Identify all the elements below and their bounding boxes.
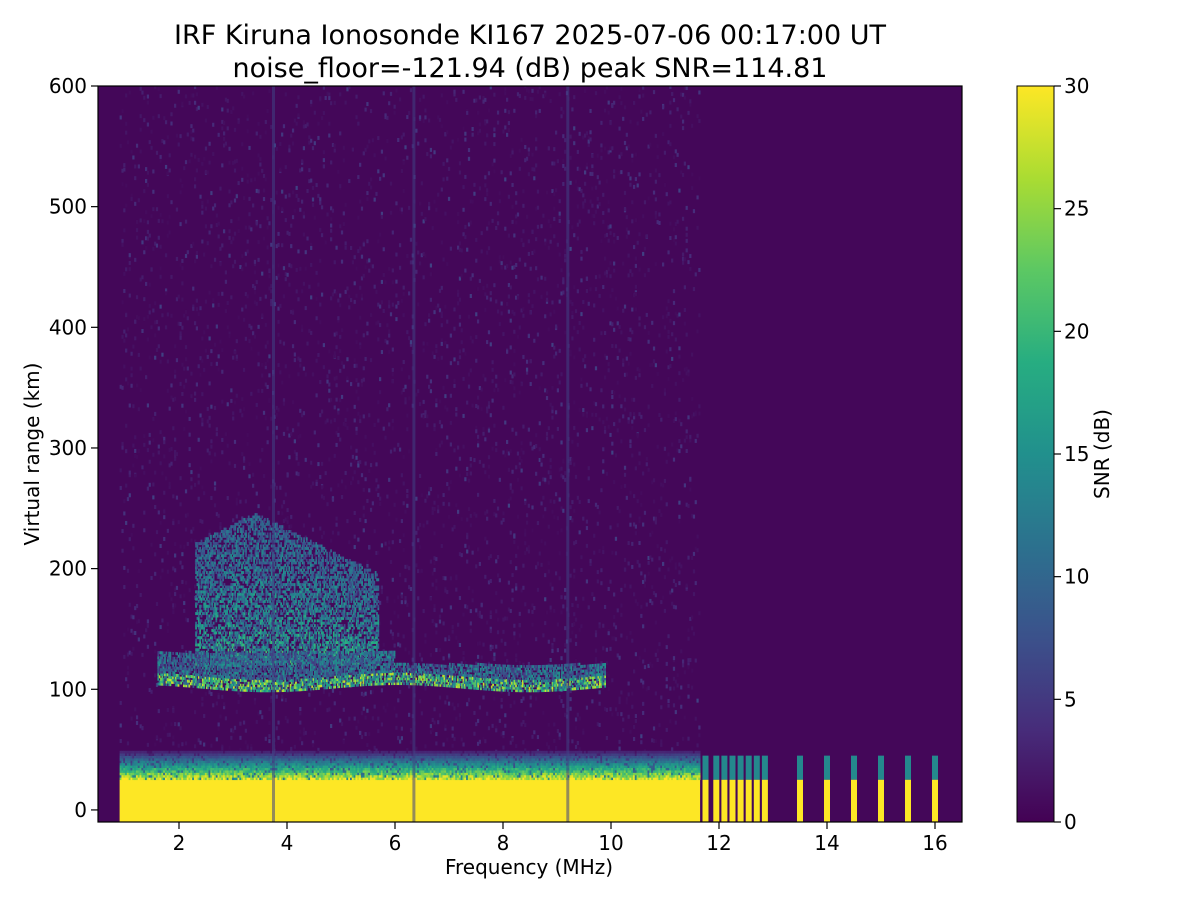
y-tick-label: 100 xyxy=(49,677,87,701)
colorbar-tick-label: 0 xyxy=(1064,810,1077,834)
interference-line xyxy=(412,86,416,822)
pulse-fringe xyxy=(878,755,884,780)
y-tick-label: 400 xyxy=(49,315,87,339)
ground-pulse xyxy=(745,779,752,822)
pulse-fringe xyxy=(702,755,709,780)
chart-subtitle: noise_floor=-121.94 (dB) peak SNR=114.81 xyxy=(233,53,828,84)
interference-line xyxy=(566,86,570,822)
heatmap-plot-area xyxy=(98,86,962,822)
pulse-fringe xyxy=(905,755,911,780)
y-axis-ticks: 0 100 200 300 400 500 600 xyxy=(49,74,98,822)
ground-pulse xyxy=(932,779,938,822)
ground-pulse xyxy=(797,779,803,822)
x-tick-label: 4 xyxy=(281,831,294,855)
y-tick-label: 300 xyxy=(49,436,87,460)
heatmap-background xyxy=(98,86,962,822)
y-tick-label: 0 xyxy=(74,798,87,822)
ground-band-core xyxy=(119,779,701,822)
ground-pulse xyxy=(713,779,720,822)
ground-pulse xyxy=(824,779,830,822)
colorbar xyxy=(1016,85,1055,823)
pulse-fringe xyxy=(713,755,720,780)
colorbar-tick-label: 25 xyxy=(1064,197,1089,221)
pulse-fringe xyxy=(745,755,752,780)
pulse-fringe xyxy=(932,755,938,780)
colorbar-tick-label: 5 xyxy=(1064,687,1077,711)
x-tick-label: 2 xyxy=(173,831,186,855)
x-axis-label: Frequency (MHz) xyxy=(445,855,613,879)
ground-pulse xyxy=(702,779,709,822)
ground-pulse xyxy=(729,779,736,822)
x-tick-label: 10 xyxy=(598,831,623,855)
ground-pulse xyxy=(761,779,768,822)
colorbar-tick-label: 30 xyxy=(1064,74,1089,98)
f-layer-echoes xyxy=(195,513,380,666)
pulse-fringe xyxy=(721,755,728,780)
ground-pulse xyxy=(753,779,760,822)
pulse-fringe xyxy=(851,755,857,780)
ground-pulse xyxy=(737,779,744,822)
interference-line xyxy=(272,86,275,822)
pulse-fringe xyxy=(824,755,830,780)
interference-lines xyxy=(272,86,570,822)
pulse-fringe xyxy=(729,755,736,780)
colorbar-ticks: 0 5 10 15 20 25 30 xyxy=(1054,74,1089,834)
ground-pulse xyxy=(905,779,911,822)
high-freq-pulse-group xyxy=(702,755,938,822)
ground-pulse xyxy=(878,779,884,822)
chart-title: IRF Kiruna Ionosonde KI167 2025-07-06 00… xyxy=(174,20,887,51)
x-axis-ticks: 2 4 6 8 10 12 14 16 xyxy=(173,822,948,855)
x-tick-label: 8 xyxy=(497,831,510,855)
colorbar-tick-label: 20 xyxy=(1064,319,1089,343)
pulse-fringe xyxy=(737,755,744,780)
pulse-fringe xyxy=(753,755,760,780)
pulse-fringe xyxy=(797,755,803,780)
colorbar-tick-label: 15 xyxy=(1064,442,1089,466)
y-tick-label: 200 xyxy=(49,557,87,581)
pulse-fringe xyxy=(761,755,768,780)
ground-pulse xyxy=(721,779,728,822)
ground-echo-band xyxy=(119,750,701,822)
y-axis-label: Virtual range (km) xyxy=(20,363,44,546)
x-tick-label: 6 xyxy=(389,831,402,855)
x-tick-label: 16 xyxy=(922,831,947,855)
x-tick-label: 12 xyxy=(706,831,731,855)
y-tick-label: 500 xyxy=(49,195,87,219)
plot-frame xyxy=(97,85,963,823)
x-tick-label: 14 xyxy=(814,831,839,855)
colorbar-label: SNR (dB) xyxy=(1090,409,1114,499)
y-tick-label: 600 xyxy=(49,74,87,98)
ground-pulse xyxy=(851,779,857,822)
colorbar-tick-label: 10 xyxy=(1064,565,1089,589)
e-layer-trace xyxy=(157,650,606,693)
